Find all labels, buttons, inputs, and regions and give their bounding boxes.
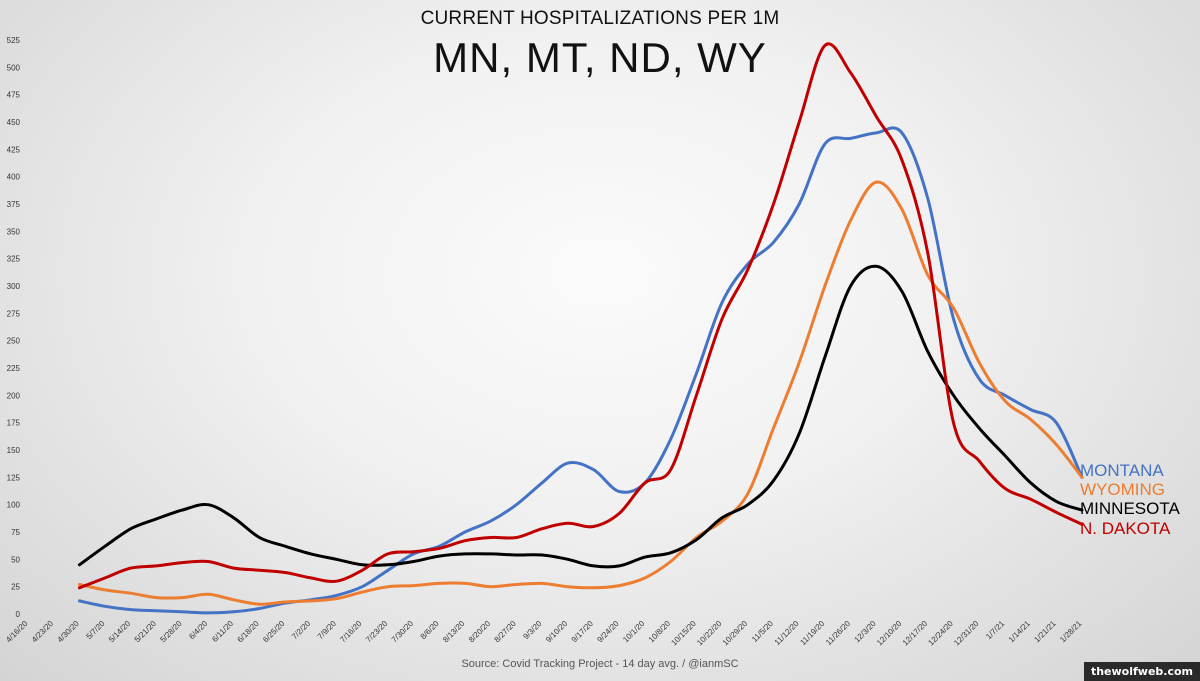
- x-tick-label: 6/18/20: [236, 619, 262, 645]
- y-tick-label: 100: [7, 501, 21, 510]
- x-tick-label: 9/3/20: [521, 619, 543, 641]
- x-tick-label: 5/21/20: [133, 619, 159, 645]
- watermark-logo: thewolfweb.com: [1083, 662, 1200, 681]
- y-axis: 0 25 50 75 100 125 150 175 200 225 250 275 300 325 350…: [7, 36, 21, 619]
- x-tick-label: 12/10/20: [875, 619, 904, 648]
- x-tick-label: 10/15/20: [669, 619, 698, 648]
- x-tick-label: 11/5/20: [750, 619, 775, 644]
- x-tick-label: 10/29/20: [721, 619, 750, 648]
- x-tick-label: 11/26/20: [824, 619, 852, 647]
- x-tick-label: 7/16/20: [338, 619, 364, 645]
- y-tick-label: 25: [11, 583, 20, 592]
- x-tick-label: 1/28/21: [1058, 619, 1084, 645]
- chart-suptitle: CURRENT HOSPITALIZATIONS PER 1M: [420, 8, 780, 29]
- x-tick-label: 8/6/20: [419, 619, 441, 641]
- x-tick-label: 10/22/20: [695, 619, 724, 648]
- x-tick-label: 1/7/21: [984, 619, 1006, 641]
- series-line-montana: [77, 126, 1084, 615]
- y-tick-label: 325: [7, 255, 21, 264]
- chart-title: MN, MT, ND, WY: [433, 34, 767, 81]
- x-tick-label: 4/16/20: [4, 619, 30, 645]
- x-tick-label: 4/23/20: [30, 619, 56, 645]
- x-axis: 4/16/20 4/23/20 4/30/20 5/7/20 5/14/20 5/21/2…: [4, 619, 1084, 648]
- series-line-minnesota: [77, 264, 1084, 569]
- y-tick-label: 200: [7, 391, 21, 400]
- y-tick-label: 475: [7, 91, 21, 100]
- x-tick-label: 7/9/20: [316, 619, 338, 641]
- y-tick-label: 250: [7, 337, 21, 346]
- x-tick-label: 4/30/20: [56, 619, 82, 645]
- x-tick-label: 5/14/20: [107, 619, 133, 645]
- x-tick-label: 1/14/21: [1007, 619, 1033, 645]
- x-tick-label: 8/13/20: [441, 619, 467, 645]
- y-tick-label: 350: [7, 227, 21, 236]
- plot-lines: [77, 42, 1084, 615]
- series-line-n-dakota: [77, 42, 1084, 590]
- series-label-minnesota: MINNESOTA: [1080, 499, 1180, 518]
- x-tick-label: 9/24/20: [595, 619, 621, 645]
- y-tick-label: 0: [16, 610, 21, 619]
- x-tick-label: 7/2/20: [290, 619, 312, 641]
- x-tick-label: 6/25/20: [261, 619, 287, 645]
- x-tick-label: 8/27/20: [493, 619, 519, 645]
- y-tick-label: 50: [11, 555, 20, 564]
- y-tick-label: 275: [7, 309, 21, 318]
- x-tick-label: 6/4/20: [187, 619, 209, 641]
- x-tick-label: 1/21/21: [1032, 619, 1058, 645]
- y-tick-label: 400: [7, 173, 21, 182]
- x-tick-label: 5/28/20: [158, 619, 184, 645]
- y-tick-label: 375: [7, 200, 21, 209]
- x-tick-label: 10/8/20: [647, 619, 673, 645]
- x-tick-label: 7/23/20: [364, 619, 390, 645]
- x-tick-label: 7/30/20: [390, 619, 416, 645]
- y-tick-label: 425: [7, 145, 21, 154]
- x-tick-label: 10/1/20: [621, 619, 647, 645]
- series-label-wyoming: WYOMING: [1080, 480, 1165, 499]
- y-tick-label: 450: [7, 118, 21, 127]
- y-tick-label: 225: [7, 364, 21, 373]
- x-tick-label: 6/11/20: [210, 619, 235, 644]
- y-tick-label: 150: [7, 446, 21, 455]
- series-line-wyoming: [77, 180, 1084, 606]
- y-tick-label: 175: [7, 419, 21, 428]
- y-tick-label: 525: [7, 36, 21, 45]
- chart-source-note: Source: Covid Tracking Project - 14 day …: [461, 658, 739, 670]
- x-tick-label: 12/31/20: [952, 619, 981, 648]
- y-tick-label: 300: [7, 282, 21, 291]
- x-tick-label: 11/12/20: [773, 619, 801, 647]
- y-tick-label: 125: [7, 473, 21, 482]
- x-tick-label: 9/10/20: [544, 619, 570, 645]
- x-tick-label: 5/7/20: [84, 619, 106, 641]
- x-tick-label: 11/19/20: [798, 619, 826, 647]
- x-tick-label: 9/17/20: [570, 619, 596, 645]
- y-tick-label: 75: [11, 528, 20, 537]
- x-tick-label: 12/17/20: [901, 619, 930, 648]
- x-tick-label: 12/3/20: [853, 619, 879, 645]
- series-label-montana: MONTANA: [1080, 461, 1164, 480]
- y-tick-label: 500: [7, 63, 21, 72]
- x-tick-label: 8/20/20: [467, 619, 493, 645]
- series-label-n-dakota: N. DAKOTA: [1080, 519, 1171, 538]
- x-tick-label: 12/24/20: [926, 619, 955, 648]
